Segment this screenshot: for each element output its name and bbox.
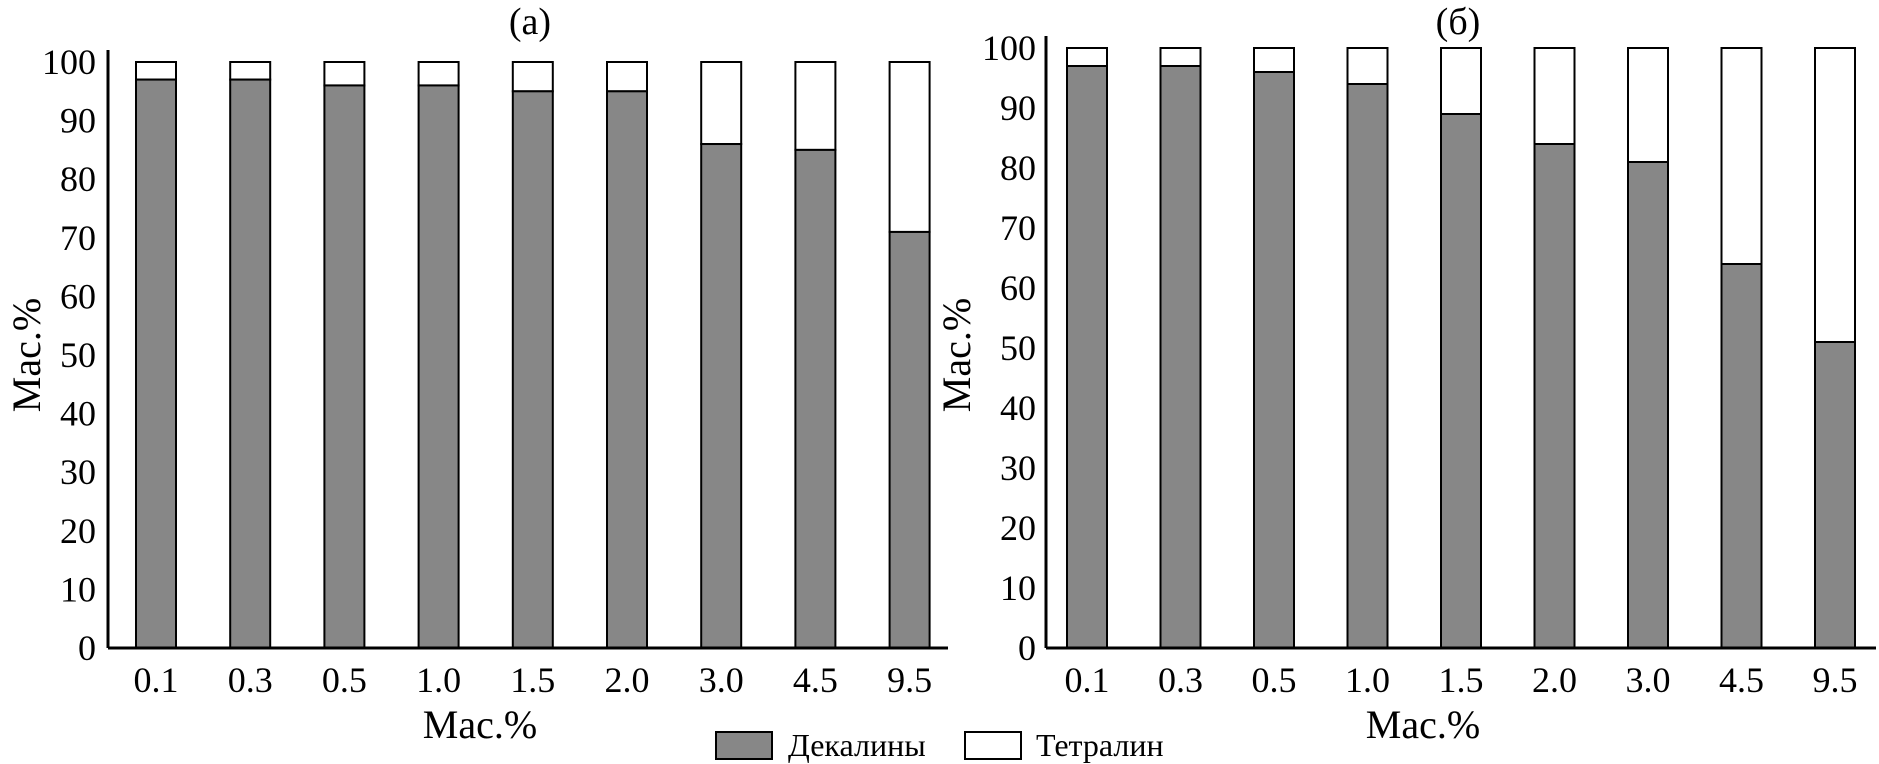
panel-a-y-tick-label: 40 — [60, 394, 96, 434]
panel-a-bar-tetralin-3.0 — [700, 61, 743, 146]
panel-b-x-tick-label: 1.0 — [1345, 660, 1390, 700]
panel-b-x-tick-label: 2.0 — [1532, 660, 1577, 700]
chart-panel-a: (а) Мас.% Мас.% 0 10 20 30 40 50 60 70 80 90 100 0.… — [4, 1, 948, 747]
panel-b-bar-tetralin-1.0 — [1346, 47, 1389, 85]
panel-b-y-tick-label: 70 — [1000, 208, 1036, 248]
panel-a-bar-decalins-0.3 — [229, 78, 272, 649]
panel-a-y-tick-label: 60 — [60, 276, 96, 316]
panel-a-bar-tetralin-2.0 — [606, 61, 648, 93]
panel-a-y-axis-title: Мас.% — [4, 298, 49, 412]
panel-b-bar-tetralin-0.3 — [1159, 47, 1202, 67]
panel-a-x-tick-label: 3.0 — [699, 660, 744, 700]
panel-b-y-tick-label: 80 — [1000, 148, 1036, 188]
panel-a-bar-decalins-4.5 — [794, 148, 837, 649]
panel-b-x-tick-label: 3.0 — [1626, 660, 1671, 700]
panel-b-bar-tetralin-0.1 — [1066, 47, 1108, 67]
panel-a-title: (а) — [509, 1, 551, 43]
panel-a-bar-decalins-3.0 — [700, 143, 743, 649]
panel-b-y-tick-label: 40 — [1000, 388, 1036, 428]
panel-a-bar-decalins-9.5 — [888, 230, 931, 649]
panel-b-y-tick-label: 30 — [1000, 448, 1036, 488]
panel-a-x-tick-label: 1.5 — [510, 660, 555, 700]
panel-b-bar-decalins-9.5 — [1814, 341, 1856, 649]
panel-a-x-tick-label: 0.5 — [322, 660, 367, 700]
panel-a-bar-decalins-0.1 — [135, 78, 177, 649]
panel-a-bar-tetralin-4.5 — [794, 61, 837, 151]
panel-b-bar-tetralin-2.0 — [1533, 47, 1576, 145]
panel-b-x-tick-label: 1.5 — [1439, 660, 1484, 700]
chart-panel-b: (б) Мас.% Мас.% 0 10 20 30 40 50 60 70 80 90 100 0.… — [934, 1, 1876, 747]
panel-b-x-tick-label: 0.1 — [1065, 660, 1110, 700]
panel-b-y-axis-title: Мас.% — [934, 298, 979, 412]
panel-a-x-tick-label: 2.0 — [605, 660, 650, 700]
panel-b-bar-decalins-0.5 — [1253, 71, 1295, 649]
legend-label-tetralin: Тетралин — [1036, 727, 1164, 763]
panel-b-title: (б) — [1436, 1, 1481, 43]
panel-b-bar-tetralin-0.5 — [1253, 47, 1295, 73]
panel-a-bar-decalins-2.0 — [606, 90, 648, 650]
panel-a-y-tick-label: 20 — [60, 511, 96, 551]
panel-a-bar-decalins-0.5 — [323, 84, 366, 649]
panel-a-y-tick-label: 80 — [60, 159, 96, 199]
panel-b-bar-decalins-3.0 — [1627, 161, 1669, 649]
legend-label-decalins: Декалины — [788, 727, 926, 763]
panel-b-x-tick-label: 0.5 — [1252, 660, 1297, 700]
panel-a-bar-decalins-1.0 — [417, 84, 460, 649]
panel-a-x-tick-label: 9.5 — [887, 660, 932, 700]
panel-a-x-tick-label: 0.1 — [134, 660, 179, 700]
panel-a-bar-tetralin-0.1 — [135, 61, 177, 81]
panel-a-x-tick-label: 4.5 — [793, 660, 838, 700]
panel-b-bar-tetralin-4.5 — [1720, 47, 1763, 265]
panel-b-bar-decalins-1.5 — [1440, 113, 1482, 649]
panel-a-x-tick-label: 0.3 — [228, 660, 273, 700]
panel-a-y-tick-label: 100 — [42, 42, 96, 82]
panel-b-y-tick-label: 10 — [1000, 568, 1036, 608]
panel-b-bar-decalins-0.3 — [1159, 65, 1202, 649]
legend-swatch-decalins — [715, 731, 773, 760]
panel-a-bar-tetralin-1.5 — [511, 61, 554, 93]
panel-b-bar-decalins-2.0 — [1533, 143, 1576, 649]
panel-a-y-tick-label: 90 — [60, 101, 96, 141]
panel-b-x-tick-label: 9.5 — [1813, 660, 1858, 700]
panel-b-y-tick-label: 60 — [1000, 268, 1036, 308]
panel-b-bar-tetralin-3.0 — [1627, 47, 1669, 163]
panel-a-y-tick-label: 0 — [78, 628, 96, 668]
panel-b-bar-decalins-1.0 — [1346, 83, 1389, 649]
panel-b-x-tick-label: 0.3 — [1158, 660, 1203, 700]
panel-b-bar-tetralin-9.5 — [1814, 47, 1856, 343]
panel-a-y-tick-label: 70 — [60, 218, 96, 258]
panel-b-x-axis-title: Мас.% — [1366, 702, 1480, 747]
panel-a-bar-tetralin-0.5 — [323, 61, 366, 87]
panel-b-y-tick-label: 20 — [1000, 508, 1036, 548]
panel-b-x-tick-label: 4.5 — [1719, 660, 1764, 700]
panel-a-bar-tetralin-0.3 — [229, 61, 272, 81]
panel-b-bar-decalins-4.5 — [1720, 263, 1763, 649]
legend-swatch-tetralin — [964, 731, 1022, 760]
legend: Декалины Тетралин — [715, 727, 1164, 763]
panel-a-y-tick-label: 50 — [60, 335, 96, 375]
panel-a-y-tick-label: 30 — [60, 452, 96, 492]
panel-a-x-tick-label: 1.0 — [416, 660, 461, 700]
panel-b-y-tick-label: 50 — [1000, 328, 1036, 368]
panel-b-y-tick-label: 90 — [1000, 88, 1036, 128]
panel-b-bar-decalins-0.1 — [1066, 65, 1108, 649]
panel-a-bar-tetralin-1.0 — [417, 61, 460, 87]
panel-b-bar-tetralin-1.5 — [1440, 47, 1482, 115]
panel-a-bar-tetralin-9.5 — [888, 61, 931, 233]
panel-b-y-tick-label: 0 — [1018, 628, 1036, 668]
panel-a-x-axis-title: Мас.% — [423, 702, 537, 747]
panel-a-bar-decalins-1.5 — [511, 90, 554, 650]
panel-a-y-tick-label: 10 — [60, 569, 96, 609]
panel-b-y-tick-label: 100 — [982, 28, 1036, 68]
